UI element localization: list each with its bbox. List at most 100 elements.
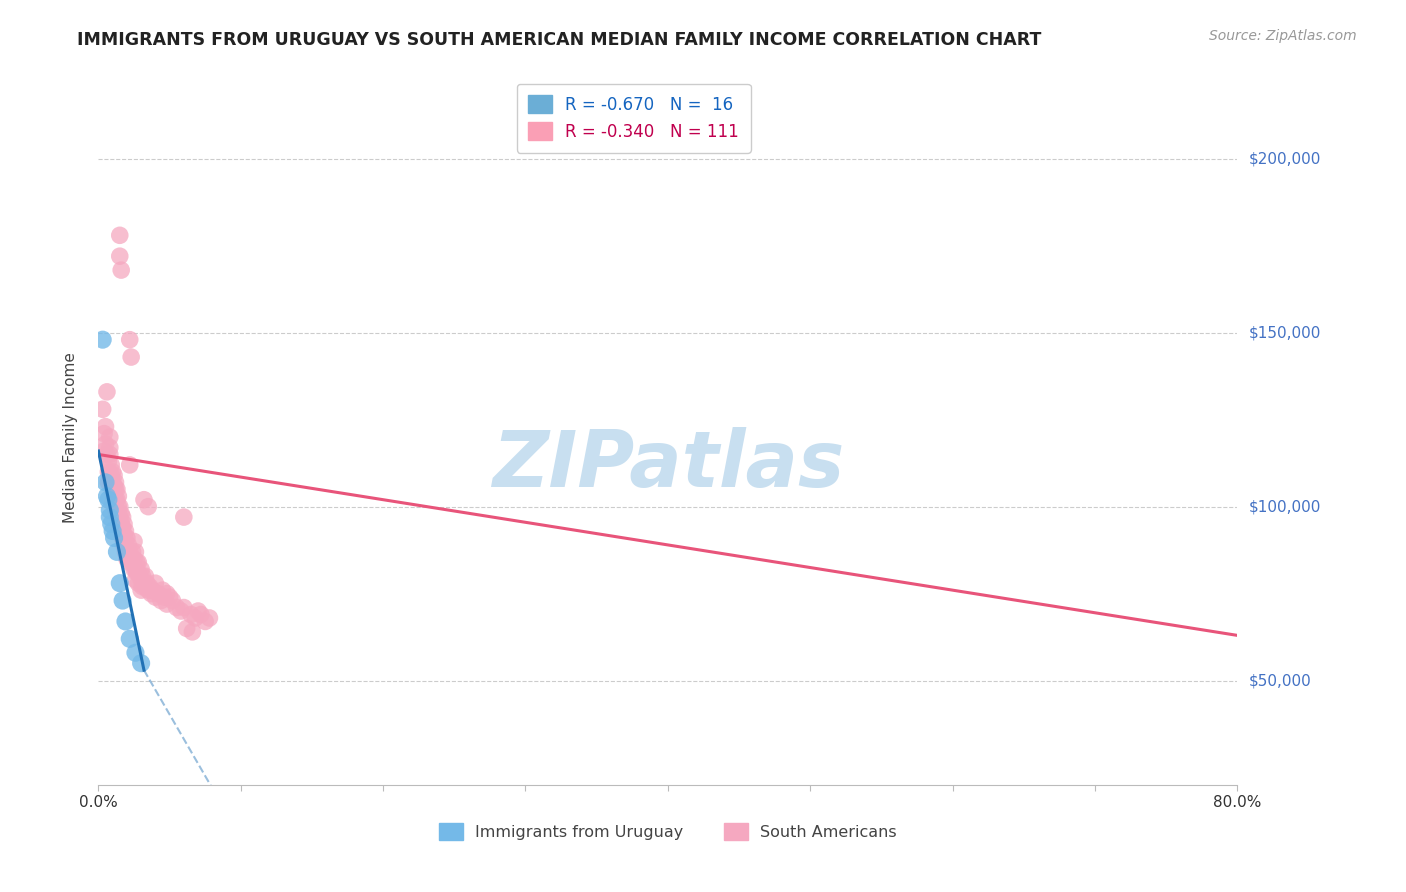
Point: [98, 441, 121, 455]
Point: [94, 437, 117, 451]
Point: [129, 583, 152, 598]
Point: [96, 489, 118, 503]
Point: [105, 503, 128, 517]
Point: [181, 624, 204, 639]
Point: [108, 228, 131, 243]
Text: $200,000: $200,000: [1249, 152, 1320, 166]
Point: [97, 492, 120, 507]
Point: [105, 482, 128, 496]
Point: [184, 611, 207, 625]
Point: [101, 524, 124, 538]
Point: [98, 503, 121, 517]
Text: Source: ZipAtlas.com: Source: ZipAtlas.com: [1209, 29, 1357, 43]
Point: [127, 555, 149, 569]
Point: [91, 333, 114, 347]
Text: ZIPatlas: ZIPatlas: [492, 427, 844, 503]
Point: [103, 479, 125, 493]
Point: [135, 576, 157, 591]
Point: [100, 516, 122, 531]
Point: [103, 489, 125, 503]
Point: [114, 545, 136, 559]
Point: [145, 590, 167, 604]
Point: [118, 545, 141, 559]
Point: [125, 566, 148, 580]
Point: [129, 573, 152, 587]
Point: [148, 587, 170, 601]
Point: [107, 500, 129, 514]
Text: $50,000: $50,000: [1249, 673, 1312, 688]
Point: [194, 615, 217, 629]
Point: [129, 657, 152, 671]
Point: [118, 458, 141, 472]
Text: $100,000: $100,000: [1249, 500, 1320, 514]
Point: [108, 576, 131, 591]
Point: [136, 500, 159, 514]
Point: [187, 604, 209, 618]
Point: [120, 551, 142, 566]
Point: [103, 531, 125, 545]
Point: [112, 516, 135, 531]
Point: [91, 402, 114, 417]
Point: [121, 545, 143, 559]
Point: [134, 580, 156, 594]
Point: [101, 475, 124, 490]
Point: [156, 597, 179, 611]
Point: [97, 475, 120, 490]
Point: [122, 562, 145, 576]
Point: [105, 492, 128, 507]
Point: [125, 555, 148, 569]
Point: [97, 465, 120, 479]
Point: [101, 465, 124, 479]
Point: [111, 510, 134, 524]
Y-axis label: Median Family Income: Median Family Income: [63, 351, 77, 523]
Point: [115, 541, 138, 556]
Point: [173, 600, 195, 615]
Point: [100, 475, 122, 490]
Point: [150, 593, 173, 607]
Point: [131, 580, 153, 594]
Point: [121, 555, 143, 569]
Point: [145, 576, 167, 591]
Point: [114, 534, 136, 549]
Point: [115, 531, 138, 545]
Point: [136, 583, 159, 598]
Point: [96, 447, 118, 462]
Point: [124, 646, 146, 660]
Point: [111, 520, 134, 534]
Point: [190, 607, 212, 622]
Point: [115, 551, 138, 566]
Point: [100, 468, 122, 483]
Point: [105, 545, 128, 559]
Point: [176, 621, 198, 635]
Point: [108, 520, 131, 534]
Point: [101, 485, 124, 500]
Point: [124, 573, 146, 587]
Point: [141, 583, 163, 598]
Point: [100, 458, 122, 472]
Point: [94, 419, 117, 434]
Point: [110, 516, 132, 531]
Point: [104, 482, 127, 496]
Point: [156, 587, 179, 601]
Point: [124, 545, 146, 559]
Point: [173, 510, 195, 524]
Point: [122, 551, 145, 566]
Point: [139, 587, 162, 601]
Point: [111, 593, 134, 607]
Point: [110, 263, 132, 277]
Point: [98, 430, 121, 444]
Point: [114, 524, 136, 538]
Point: [166, 600, 188, 615]
Text: $150,000: $150,000: [1249, 326, 1320, 340]
Point: [96, 384, 118, 399]
Point: [108, 500, 131, 514]
Point: [120, 350, 142, 364]
Point: [127, 566, 149, 580]
Text: IMMIGRANTS FROM URUGUAY VS SOUTH AMERICAN MEDIAN FAMILY INCOME CORRELATION CHART: IMMIGRANTS FROM URUGUAY VS SOUTH AMERICA…: [77, 31, 1042, 49]
Point: [111, 531, 134, 545]
Point: [117, 549, 139, 563]
Point: [107, 489, 129, 503]
Point: [152, 583, 174, 598]
Point: [124, 562, 146, 576]
Point: [93, 444, 115, 458]
